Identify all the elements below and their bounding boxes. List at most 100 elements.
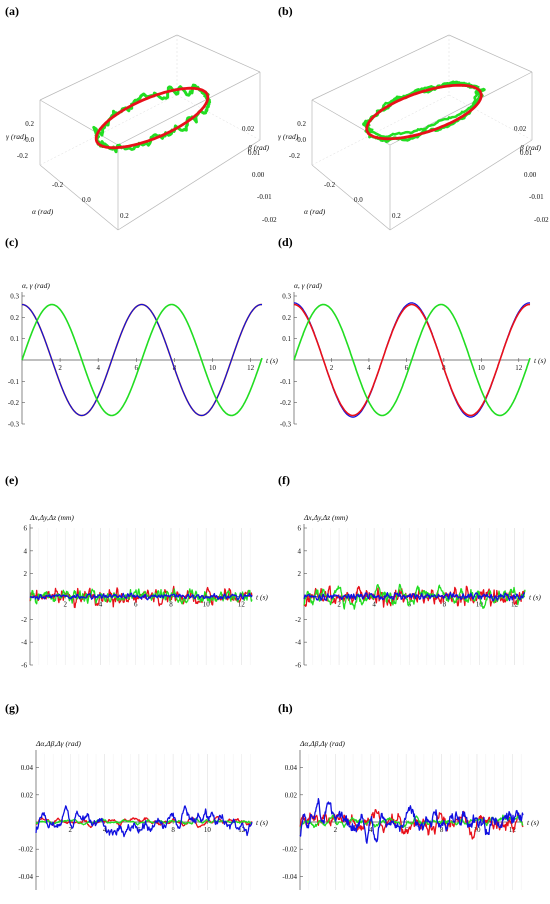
x-tick-label: 4 bbox=[369, 826, 373, 834]
x-tick-label: 4 bbox=[96, 364, 100, 372]
series-blue-line bbox=[21, 303, 263, 417]
series-green-path-2 bbox=[365, 80, 484, 139]
x-tick-label: 2 bbox=[58, 364, 62, 372]
y-tick-label: -0.1 bbox=[280, 378, 292, 386]
gamma-tick-label: -0.2 bbox=[17, 152, 29, 160]
y-tick-label: -6 bbox=[21, 662, 27, 670]
gamma-tick-label: 0.2 bbox=[25, 120, 34, 128]
y-tick-label: 0.2 bbox=[10, 314, 19, 322]
x-tick-label: 10 bbox=[204, 826, 212, 834]
series-red-path bbox=[365, 83, 483, 141]
y-tick-label: -0.3 bbox=[280, 421, 292, 429]
x-axis-label: t (s) bbox=[529, 593, 541, 602]
box-edge bbox=[311, 34, 450, 101]
beta-tick-label: 0.01 bbox=[520, 149, 533, 157]
series-blue-line bbox=[299, 797, 524, 844]
box-edge bbox=[389, 139, 533, 231]
y-tick-label: 0.1 bbox=[282, 335, 291, 343]
y-tick-label: 6 bbox=[24, 525, 28, 533]
beta-tick-label: 0.01 bbox=[248, 149, 261, 157]
y-tick-label: -0.2 bbox=[280, 399, 292, 407]
alpha-tick-label: 0.0 bbox=[354, 196, 363, 204]
panel-label-c: (c) bbox=[5, 235, 18, 249]
beta-axis-label: β (rad) bbox=[519, 143, 542, 152]
x-tick-label: 8 bbox=[443, 601, 447, 609]
plot-2d-c: 0.30.20.1-0.1-0.2-0.32 4 6 8 10 12α, γ (rad)t… bbox=[8, 281, 278, 429]
plot-3d-b: 0.2 0.0 -0.2 γ (rad) -0.2 0.0 0.2 α (rad) 0.02 0.… bbox=[278, 34, 549, 231]
y-axis-label: Δα,Δβ,Δγ (rad) bbox=[35, 739, 81, 748]
x-tick-label: 6 bbox=[135, 364, 139, 372]
series-red-line bbox=[35, 815, 253, 829]
y-tick-label: -4 bbox=[295, 639, 301, 647]
plot-2d-e: 6 4 2 -2 -4 -6 2 4 6 8 10 12 Δx,Δy,Δz (mm) t (s) bbox=[21, 513, 268, 670]
x-tick-label: 10 bbox=[478, 364, 486, 372]
y-tick-label: -0.02 bbox=[18, 846, 33, 854]
plot-2d-d: 0.30.20.1-0.1-0.2-0.32 4 6 8 10 12α, γ (rad)t… bbox=[280, 281, 546, 429]
alpha-tick-label: -0.2 bbox=[52, 181, 64, 189]
gamma-tick-label: 0.0 bbox=[25, 136, 34, 144]
y-axis-label: Δα,Δβ,Δγ (rad) bbox=[299, 739, 345, 748]
y-tick-label: -0.04 bbox=[18, 873, 33, 881]
series-green-line bbox=[35, 818, 253, 826]
beta-tick-label: 0.00 bbox=[524, 171, 537, 179]
beta-tick-label: -0.01 bbox=[529, 193, 544, 201]
y-tick-label: 2 bbox=[24, 570, 28, 578]
beta-tick-label: 0.00 bbox=[252, 171, 265, 179]
y-tick-label: -6 bbox=[295, 662, 301, 670]
gamma-axis-label: γ (rad) bbox=[6, 132, 27, 141]
y-tick-label: 4 bbox=[24, 547, 28, 555]
y-tick-label: 0.1 bbox=[10, 335, 19, 343]
gamma-tick-label: 0.2 bbox=[297, 120, 306, 128]
box-edge bbox=[448, 34, 533, 73]
x-tick-label: 10 bbox=[209, 364, 217, 372]
y-tick-label: 0.04 bbox=[21, 764, 34, 772]
alpha-tick-label: 0.2 bbox=[392, 212, 401, 220]
x-tick-label: 2 bbox=[334, 826, 338, 834]
x-tick-label: 2 bbox=[63, 601, 67, 609]
series-green-line bbox=[303, 583, 526, 610]
panel-label-a: (a) bbox=[5, 4, 19, 18]
x-tick-label: 4 bbox=[99, 601, 103, 609]
x-tick-label: 2 bbox=[337, 601, 341, 609]
gamma-axis-label: γ (rad) bbox=[278, 132, 299, 141]
panel-label-f: (f) bbox=[278, 473, 290, 487]
x-tick-label: 12 bbox=[238, 826, 246, 834]
x-axis-label: t (s) bbox=[256, 818, 268, 827]
box-edge bbox=[39, 164, 119, 231]
x-tick-label: 2 bbox=[69, 826, 73, 834]
x-tick-label: 4 bbox=[372, 601, 376, 609]
box-edge-hidden bbox=[311, 94, 450, 166]
x-axis-label: t (s) bbox=[266, 356, 278, 365]
panel-label-b: (b) bbox=[278, 4, 293, 18]
box-edge-hidden bbox=[39, 94, 178, 166]
y-tick-label: -0.1 bbox=[8, 378, 20, 386]
alpha-tick-label: 0.0 bbox=[82, 196, 91, 204]
y-tick-label: 2 bbox=[298, 570, 302, 578]
x-axis-label: t (s) bbox=[534, 356, 546, 365]
gamma-tick-label: 0.0 bbox=[297, 136, 306, 144]
beta-tick-label: -0.01 bbox=[257, 193, 272, 201]
x-tick-label: 12 bbox=[238, 601, 246, 609]
y-axis-label: Δx,Δy,Δz (mm) bbox=[29, 513, 74, 522]
series-blue-line bbox=[303, 591, 526, 602]
y-tick-label: 4 bbox=[298, 547, 302, 555]
box-edge bbox=[176, 34, 261, 73]
alpha-axis-label: α (rad) bbox=[304, 207, 326, 216]
plot-3d-a: 0.2 0.0 -0.2 γ (rad) -0.2 0.0 0.2 α (rad) 0.02 0.… bbox=[6, 34, 277, 231]
y-tick-label: -0.2 bbox=[8, 399, 20, 407]
y-axis-label: α, γ (rad) bbox=[22, 281, 50, 290]
x-tick-label: 2 bbox=[330, 364, 334, 372]
box-edge bbox=[39, 99, 119, 146]
x-tick-label: 4 bbox=[367, 364, 371, 372]
y-tick-label: -2 bbox=[21, 616, 27, 624]
panel-label-g: (g) bbox=[5, 701, 19, 715]
x-axis-label: t (s) bbox=[256, 593, 268, 602]
y-tick-label: -0.3 bbox=[8, 421, 20, 429]
y-tick-label: 0.02 bbox=[285, 791, 298, 799]
box-edge bbox=[311, 164, 391, 231]
beta-tick-label: -0.02 bbox=[262, 216, 277, 224]
x-tick-label: 10 bbox=[203, 601, 211, 609]
